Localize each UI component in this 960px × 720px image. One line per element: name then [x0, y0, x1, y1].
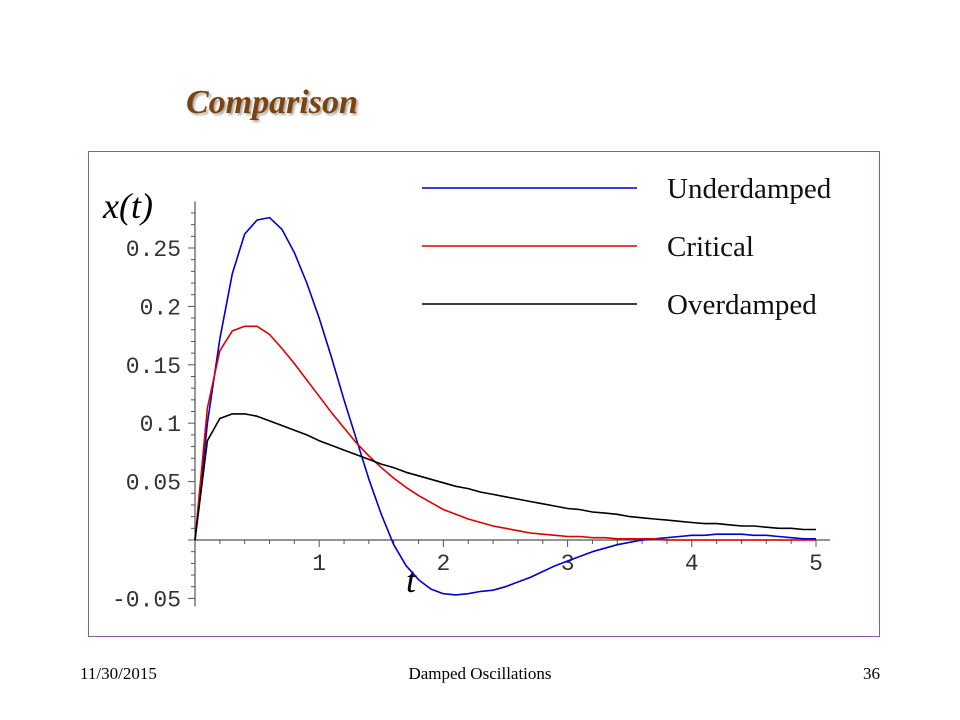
- y-tick-label: 0.2: [140, 295, 181, 321]
- y-tick-label: -0.05: [112, 587, 181, 613]
- x-tick-label: 1: [312, 551, 326, 577]
- footer-date: 11/30/2015: [80, 664, 157, 683]
- x-tick-label: 2: [436, 551, 450, 577]
- x-axis-label: t: [406, 560, 417, 600]
- x-tick-label: 5: [809, 551, 823, 577]
- y-tick-label: 0.25: [126, 237, 181, 263]
- slide-title: Comparison: [186, 84, 358, 121]
- series-line-underdamped: [194, 216, 816, 596]
- page-number: 36: [863, 664, 880, 683]
- y-tick-label: 0.05: [126, 471, 181, 497]
- chart-axes: -0.05 0.05 0.1 0.15 0.2 0.25 1 2 3 4 5 x(t) t: [102, 186, 830, 613]
- damped-oscillation-chart: -0.05 0.05 0.1 0.15 0.2 0.25 1 2 3 4 5 x(t) t Underd…: [102, 173, 832, 613]
- x-tick-label: 3: [561, 551, 575, 577]
- legend-label-critical: Critical: [667, 231, 754, 263]
- y-axis-label: x(t): [102, 186, 153, 226]
- legend-label-overdamped: Overdamped: [667, 289, 817, 321]
- series-line-overdamped: [194, 413, 816, 541]
- footer-title: Damped Oscillations: [408, 664, 552, 683]
- chart-legend: Underdamped Critical Overdamped: [422, 173, 832, 321]
- chart-frame: -0.05 0.05 0.1 0.15 0.2 0.25 1 2 3 4 5 x(t) t Underd…: [88, 151, 880, 637]
- y-tick-label: 0.15: [126, 354, 181, 380]
- chart-series: [194, 216, 816, 596]
- series-line-critical: [194, 325, 816, 541]
- x-tick-label: 4: [685, 551, 699, 577]
- y-tick-label: 0.1: [140, 412, 181, 438]
- legend-label-underdamped: Underdamped: [667, 173, 832, 205]
